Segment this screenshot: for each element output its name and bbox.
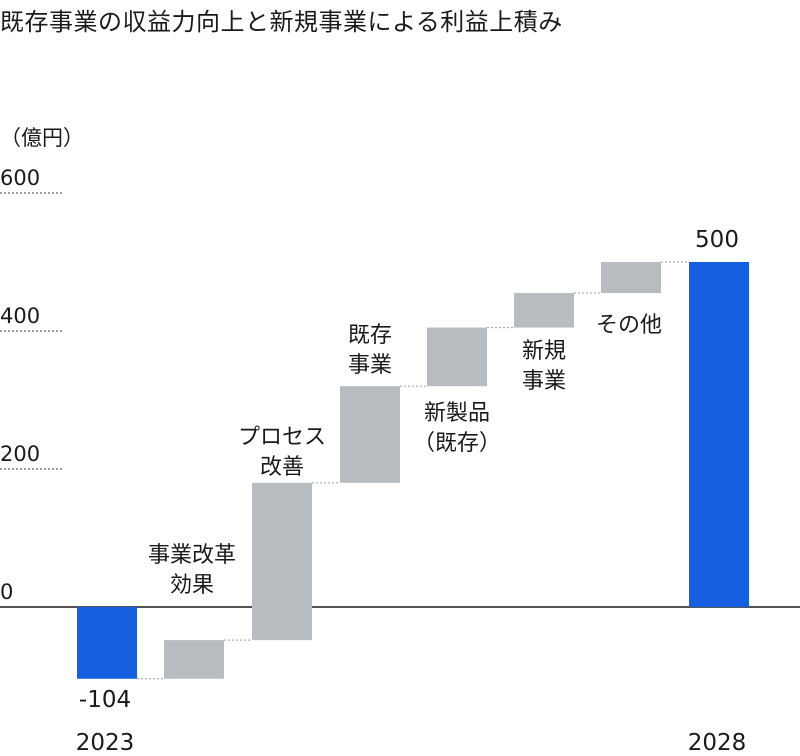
category-label-line2: 改善 [260,455,304,480]
change-bar [427,327,487,387]
y-tick-label: 200 [0,442,40,466]
change-bar [514,293,574,328]
y-tick-label: 0 [0,580,13,604]
y-tick-label: 600 [0,166,40,190]
change-bar [601,262,661,294]
change-bar [164,640,224,679]
category-label-line2: （既存） [413,431,501,456]
data-label: -104 [79,687,131,713]
category-label-line1: 新製品 [424,401,490,426]
category-label-line1: 新規 [522,339,566,364]
total-bar [689,262,749,607]
chart-title: 既存事業の収益力向上と新規事業による利益上積み [0,8,563,36]
x-year-label: 2023 [76,730,135,756]
total-bar [77,607,137,679]
y-axis-label: （億円） [0,126,84,150]
y-tick-label: 400 [0,304,40,328]
category-label-line2: 事業 [348,353,392,378]
category-label-line2: 事業 [522,369,566,394]
category-label-line2: 効果 [170,573,214,598]
x-year-label: 2028 [688,730,747,756]
change-bar [252,482,312,641]
category-label-line1: 事業改革 [148,543,236,568]
category-label-line1: その他 [596,313,662,338]
category-label-line1: プロセス [238,425,326,450]
data-label: 500 [695,227,739,253]
change-bar [340,386,400,483]
category-label-line1: 既存 [348,323,392,348]
